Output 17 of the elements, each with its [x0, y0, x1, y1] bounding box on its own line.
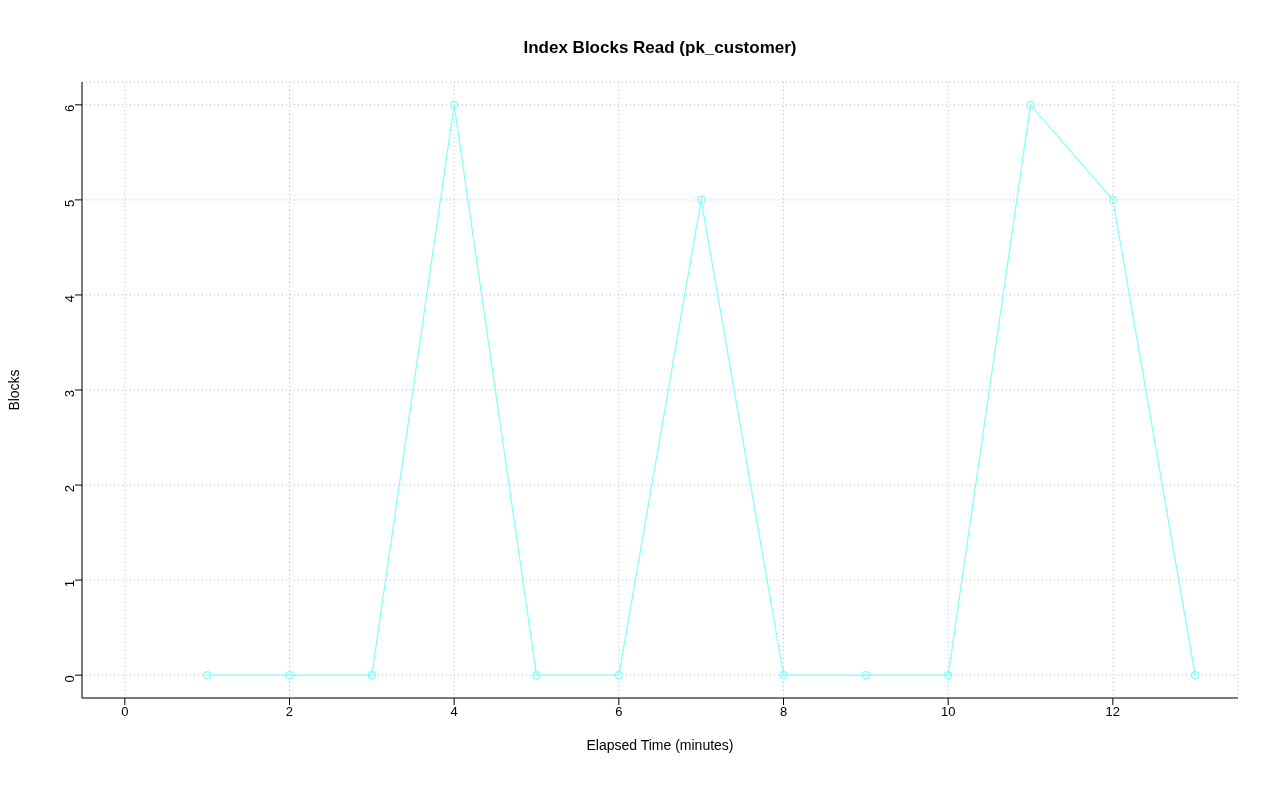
x-tick-label: 6: [615, 704, 623, 720]
chart-title: Index Blocks Read (pk_customer): [522, 38, 798, 58]
x-tick-label: 8: [779, 704, 788, 720]
x-tick-label: 2: [285, 704, 294, 720]
x-axis-title: Elapsed Time (minutes): [586, 737, 734, 753]
y-tick-label: 4: [61, 294, 77, 303]
x-tick-label: 10: [940, 704, 956, 720]
y-tick-label: 3: [61, 390, 77, 398]
x-tick-label: 12: [1105, 704, 1121, 720]
y-tick-label: 5: [61, 199, 77, 208]
y-tick-label: 2: [61, 485, 77, 493]
y-tick-label: 6: [61, 104, 77, 113]
y-tick-label: 0: [61, 675, 77, 683]
x-tick-label: 0: [121, 704, 129, 720]
y-axis-title: Blocks: [5, 369, 22, 411]
x-tick-label: 4: [450, 704, 458, 720]
y-tick-label: 1: [61, 580, 77, 588]
